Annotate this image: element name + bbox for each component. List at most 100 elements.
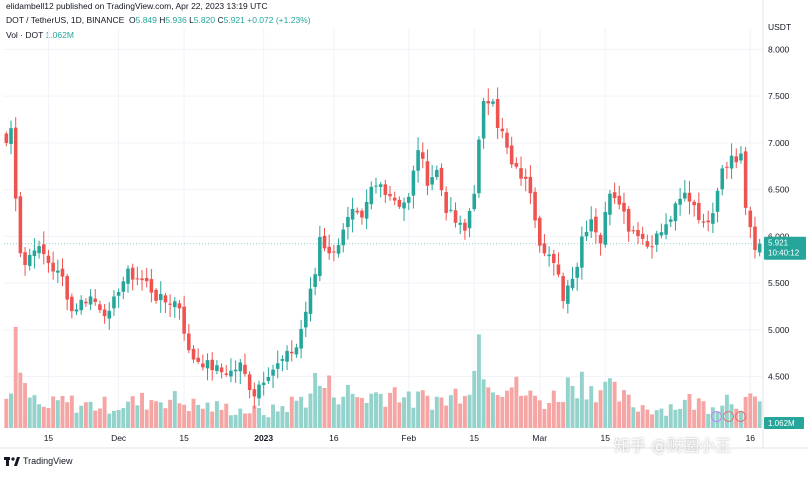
candle-body bbox=[126, 268, 130, 284]
x-tick-label: 15 bbox=[44, 433, 54, 443]
candle-body bbox=[182, 306, 186, 334]
volume-bar bbox=[313, 372, 318, 428]
volume-label[interactable]: Vol · DOT bbox=[6, 30, 44, 40]
volume-bar bbox=[575, 398, 580, 428]
volume-bar bbox=[706, 413, 711, 428]
volume-bar bbox=[69, 395, 74, 428]
volume-bar bbox=[434, 396, 439, 428]
x-tick-label: Mar bbox=[532, 433, 547, 443]
volume-bar bbox=[673, 409, 678, 428]
volume-bar bbox=[481, 379, 486, 428]
candle-body bbox=[304, 311, 308, 328]
candle-body bbox=[299, 328, 303, 349]
candle-body bbox=[112, 296, 116, 309]
volume-bar bbox=[383, 406, 388, 428]
volume-bar bbox=[238, 408, 243, 428]
candle-body bbox=[626, 209, 631, 232]
volume-bar bbox=[158, 402, 163, 428]
volume-bar bbox=[341, 396, 346, 428]
candle-body bbox=[673, 203, 678, 222]
volume-bar bbox=[65, 402, 70, 428]
candle-body bbox=[739, 153, 743, 161]
candle-body bbox=[341, 229, 346, 246]
candle-body bbox=[4, 133, 9, 143]
volume-bar bbox=[210, 411, 215, 428]
candle-body bbox=[659, 232, 664, 236]
volume-bar bbox=[219, 409, 224, 428]
tradingview-icon bbox=[4, 456, 20, 466]
candle-body bbox=[154, 289, 158, 301]
candle-body bbox=[608, 193, 612, 215]
volume-bar bbox=[308, 393, 313, 428]
volume-bar bbox=[243, 413, 247, 428]
close-label: C bbox=[217, 15, 224, 25]
watermark: 知乎 @财圈小王 bbox=[614, 436, 732, 455]
volume-bar bbox=[107, 413, 112, 428]
candle-body bbox=[406, 196, 411, 203]
last-price-label: 5.921 bbox=[768, 239, 789, 248]
countdown-label: 10:40:12 bbox=[768, 249, 800, 258]
candle-body bbox=[74, 309, 79, 312]
volume-legend[interactable]: Vol · DOT 1.062M bbox=[6, 30, 74, 41]
candle-body bbox=[266, 376, 271, 381]
volume-bar bbox=[598, 390, 603, 428]
volume-bar bbox=[748, 393, 753, 428]
volume-bar bbox=[116, 410, 121, 428]
volume-bar bbox=[336, 404, 341, 428]
low-label: L bbox=[189, 15, 194, 25]
publisher-line: elidambell12 published on TradingView.co… bbox=[6, 1, 268, 12]
volume-bar bbox=[369, 393, 374, 428]
volume-bar bbox=[579, 371, 584, 428]
candle-body bbox=[505, 132, 509, 148]
volume-bar bbox=[41, 406, 46, 428]
candle-body bbox=[158, 293, 163, 301]
volume-bar bbox=[645, 409, 650, 428]
volume-bar bbox=[495, 395, 500, 428]
volume-bar bbox=[299, 396, 304, 428]
candle-body bbox=[570, 278, 575, 289]
volume-bar bbox=[509, 387, 514, 428]
candle-body bbox=[27, 254, 32, 266]
volume-bar bbox=[154, 401, 159, 428]
volume-bar bbox=[607, 378, 612, 428]
candle-body bbox=[243, 364, 247, 374]
volume-bar bbox=[565, 377, 570, 428]
high-label: H bbox=[159, 15, 166, 25]
candle-body bbox=[640, 233, 645, 239]
candle-body bbox=[491, 101, 495, 104]
candle-body bbox=[219, 367, 224, 373]
candle-body bbox=[668, 219, 673, 222]
volume-bar bbox=[533, 395, 538, 428]
y-tick-label: 6.500 bbox=[768, 185, 790, 195]
volume-bar bbox=[406, 391, 411, 428]
candle-body bbox=[514, 163, 519, 167]
volume-bar bbox=[617, 401, 622, 428]
volume-bar bbox=[374, 392, 378, 428]
volume-bar bbox=[364, 403, 369, 428]
candle-body bbox=[650, 246, 654, 248]
candle-body bbox=[687, 192, 692, 202]
tradingview-logo[interactable]: TradingView bbox=[4, 456, 73, 466]
candle-body bbox=[598, 234, 603, 244]
candle-body bbox=[318, 237, 322, 277]
candle-body bbox=[542, 243, 547, 254]
volume-bar bbox=[570, 385, 575, 428]
volume-bar bbox=[200, 408, 205, 428]
volume-bar bbox=[359, 397, 364, 428]
volume-bar bbox=[135, 405, 140, 428]
candle-body bbox=[144, 277, 149, 282]
candle-body bbox=[706, 220, 710, 223]
volume-bar bbox=[462, 396, 467, 428]
volume-bar bbox=[636, 411, 640, 428]
volume-bar bbox=[191, 398, 196, 428]
candle-body bbox=[364, 201, 369, 219]
symbol-label[interactable]: DOT / TetherUS, 1D, BINANCE bbox=[6, 15, 125, 25]
candle-body bbox=[215, 365, 219, 371]
volume-bar bbox=[701, 401, 706, 428]
volume-bar bbox=[4, 398, 9, 428]
candle-body bbox=[416, 150, 420, 171]
candle-body bbox=[289, 351, 294, 354]
ohlc-legend[interactable]: DOT / TetherUS, 1D, BINANCE O5.849 H5.93… bbox=[6, 15, 311, 26]
